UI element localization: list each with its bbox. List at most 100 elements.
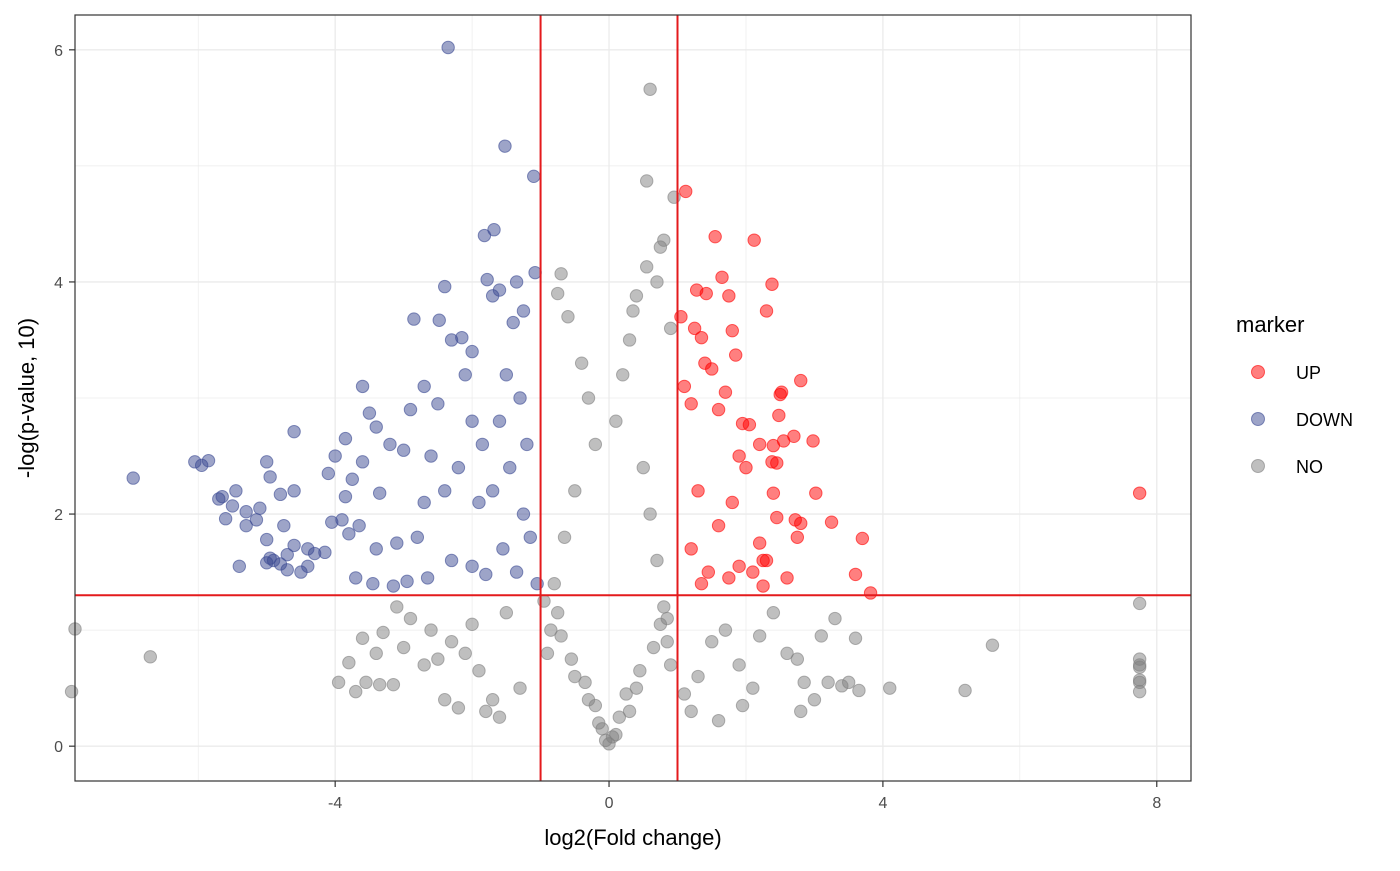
- point-no: [718, 623, 733, 637]
- point-no: [985, 638, 1000, 652]
- point-down: [321, 466, 336, 481]
- x-tick-label: 4: [878, 795, 887, 812]
- point-down: [369, 420, 383, 434]
- point-no: [1132, 684, 1147, 699]
- point-up: [766, 486, 781, 500]
- plot-panel-border: [74, 14, 1192, 782]
- point-no: [554, 629, 568, 643]
- point-no: [780, 646, 794, 661]
- point-no: [574, 356, 589, 370]
- series-no: [64, 82, 1147, 751]
- point-up: [765, 277, 779, 291]
- y-tick-label: 2: [54, 507, 63, 524]
- point-no: [331, 675, 346, 690]
- point-no: [848, 631, 863, 645]
- point-down: [386, 579, 401, 593]
- point-no: [807, 693, 822, 707]
- point-up: [773, 387, 787, 402]
- point-down: [260, 532, 274, 547]
- point-down: [499, 368, 514, 382]
- point-down: [513, 391, 527, 405]
- point-down: [280, 563, 294, 577]
- point-down: [232, 559, 247, 573]
- point-no: [557, 530, 572, 544]
- point-down: [475, 437, 490, 452]
- point-no: [547, 576, 561, 591]
- point-down: [458, 368, 472, 382]
- point-no: [472, 664, 486, 678]
- y-axis-ticks: 0 2 4 6: [54, 43, 75, 756]
- point-up: [809, 486, 823, 500]
- point-down: [287, 538, 301, 553]
- point-down: [400, 574, 414, 589]
- point-down: [260, 455, 274, 469]
- x-tick-label: -4: [328, 795, 342, 812]
- point-down: [366, 576, 380, 591]
- point-down: [472, 495, 486, 510]
- point-up: [725, 323, 739, 338]
- point-no: [653, 240, 668, 254]
- threshold-lines: [75, 15, 1191, 781]
- point-no: [766, 606, 781, 620]
- point-down: [417, 379, 431, 394]
- point-down: [438, 279, 452, 294]
- point-no: [390, 600, 404, 614]
- point-no: [797, 675, 811, 690]
- point-no: [660, 635, 674, 649]
- point-down: [390, 536, 404, 550]
- point-down: [516, 304, 531, 318]
- point-no: [588, 437, 603, 452]
- point-down: [225, 499, 240, 513]
- point-up: [863, 586, 878, 600]
- point-down: [431, 397, 445, 411]
- point-no: [1132, 660, 1147, 674]
- point-down: [263, 470, 277, 484]
- point-up: [788, 513, 802, 527]
- point-down: [372, 486, 387, 500]
- point-no: [629, 289, 644, 303]
- point-down: [403, 402, 418, 417]
- point-down: [188, 455, 202, 469]
- point-no: [564, 652, 579, 666]
- point-no: [581, 391, 596, 405]
- point-up: [679, 184, 693, 199]
- point-no: [561, 310, 575, 324]
- point-no: [342, 655, 356, 670]
- point-no: [458, 646, 472, 661]
- series-down: [126, 40, 544, 593]
- point-up: [718, 385, 733, 399]
- y-axis-title: -log(p-value, 10): [14, 318, 39, 478]
- point-no: [677, 687, 692, 701]
- point-no: [578, 675, 592, 690]
- point-no: [513, 681, 527, 695]
- y-tick-label: 4: [54, 275, 63, 292]
- point-no: [595, 722, 609, 736]
- point-down: [432, 313, 446, 327]
- point-down: [479, 567, 493, 582]
- point-up: [689, 283, 704, 297]
- point-up: [1132, 486, 1147, 500]
- point-no: [612, 710, 627, 724]
- point-down: [407, 312, 421, 326]
- point-no: [64, 684, 79, 699]
- point-no: [639, 260, 654, 274]
- point-no: [568, 484, 582, 498]
- point-no: [568, 669, 582, 684]
- point-no: [451, 701, 466, 715]
- point-down: [249, 513, 264, 527]
- point-down: [263, 551, 277, 565]
- point-up: [747, 233, 761, 247]
- point-no: [633, 664, 647, 678]
- legend-key-down: [1251, 412, 1265, 426]
- point-down: [487, 223, 501, 237]
- point-down: [527, 169, 541, 184]
- point-up: [694, 576, 709, 591]
- point-up: [759, 553, 774, 568]
- point-no: [605, 730, 620, 744]
- point-no: [663, 658, 678, 672]
- legend-title: marker: [1236, 312, 1304, 337]
- legend-label-down: DOWN: [1296, 410, 1353, 430]
- point-up: [708, 229, 722, 244]
